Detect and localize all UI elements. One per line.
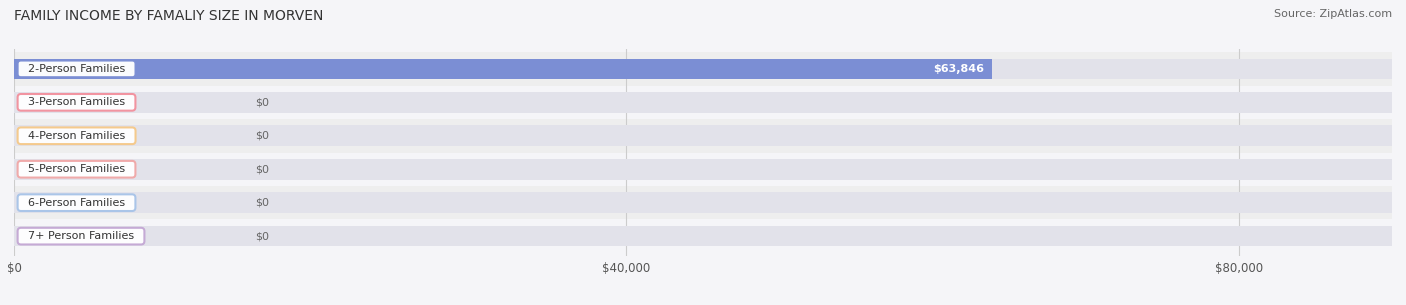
- Text: Source: ZipAtlas.com: Source: ZipAtlas.com: [1274, 9, 1392, 19]
- Bar: [14, 192, 1392, 213]
- Text: 6-Person Families: 6-Person Families: [21, 198, 132, 208]
- Bar: [14, 125, 1392, 146]
- Bar: [0, 152, 1392, 186]
- Bar: [0, 119, 1392, 152]
- Text: 7+ Person Families: 7+ Person Families: [21, 231, 141, 241]
- Text: $63,846: $63,846: [934, 64, 984, 74]
- Text: 3-Person Families: 3-Person Families: [21, 97, 132, 107]
- Text: $0: $0: [256, 131, 269, 141]
- Bar: [14, 92, 1392, 113]
- Text: 5-Person Families: 5-Person Families: [21, 164, 132, 174]
- Text: $0: $0: [256, 198, 269, 208]
- Bar: [0, 86, 1392, 119]
- Text: FAMILY INCOME BY FAMALIY SIZE IN MORVEN: FAMILY INCOME BY FAMALIY SIZE IN MORVEN: [14, 9, 323, 23]
- Text: $0: $0: [256, 231, 269, 241]
- Text: 2-Person Families: 2-Person Families: [21, 64, 132, 74]
- Text: $0: $0: [256, 164, 269, 174]
- Bar: [14, 226, 1392, 246]
- Bar: [14, 159, 1392, 180]
- Bar: [0, 219, 1392, 253]
- Bar: [0, 52, 1392, 86]
- Text: $0: $0: [256, 97, 269, 107]
- Bar: [14, 59, 1392, 79]
- Bar: [14, 59, 991, 79]
- Bar: [0, 186, 1392, 219]
- Text: 4-Person Families: 4-Person Families: [21, 131, 132, 141]
